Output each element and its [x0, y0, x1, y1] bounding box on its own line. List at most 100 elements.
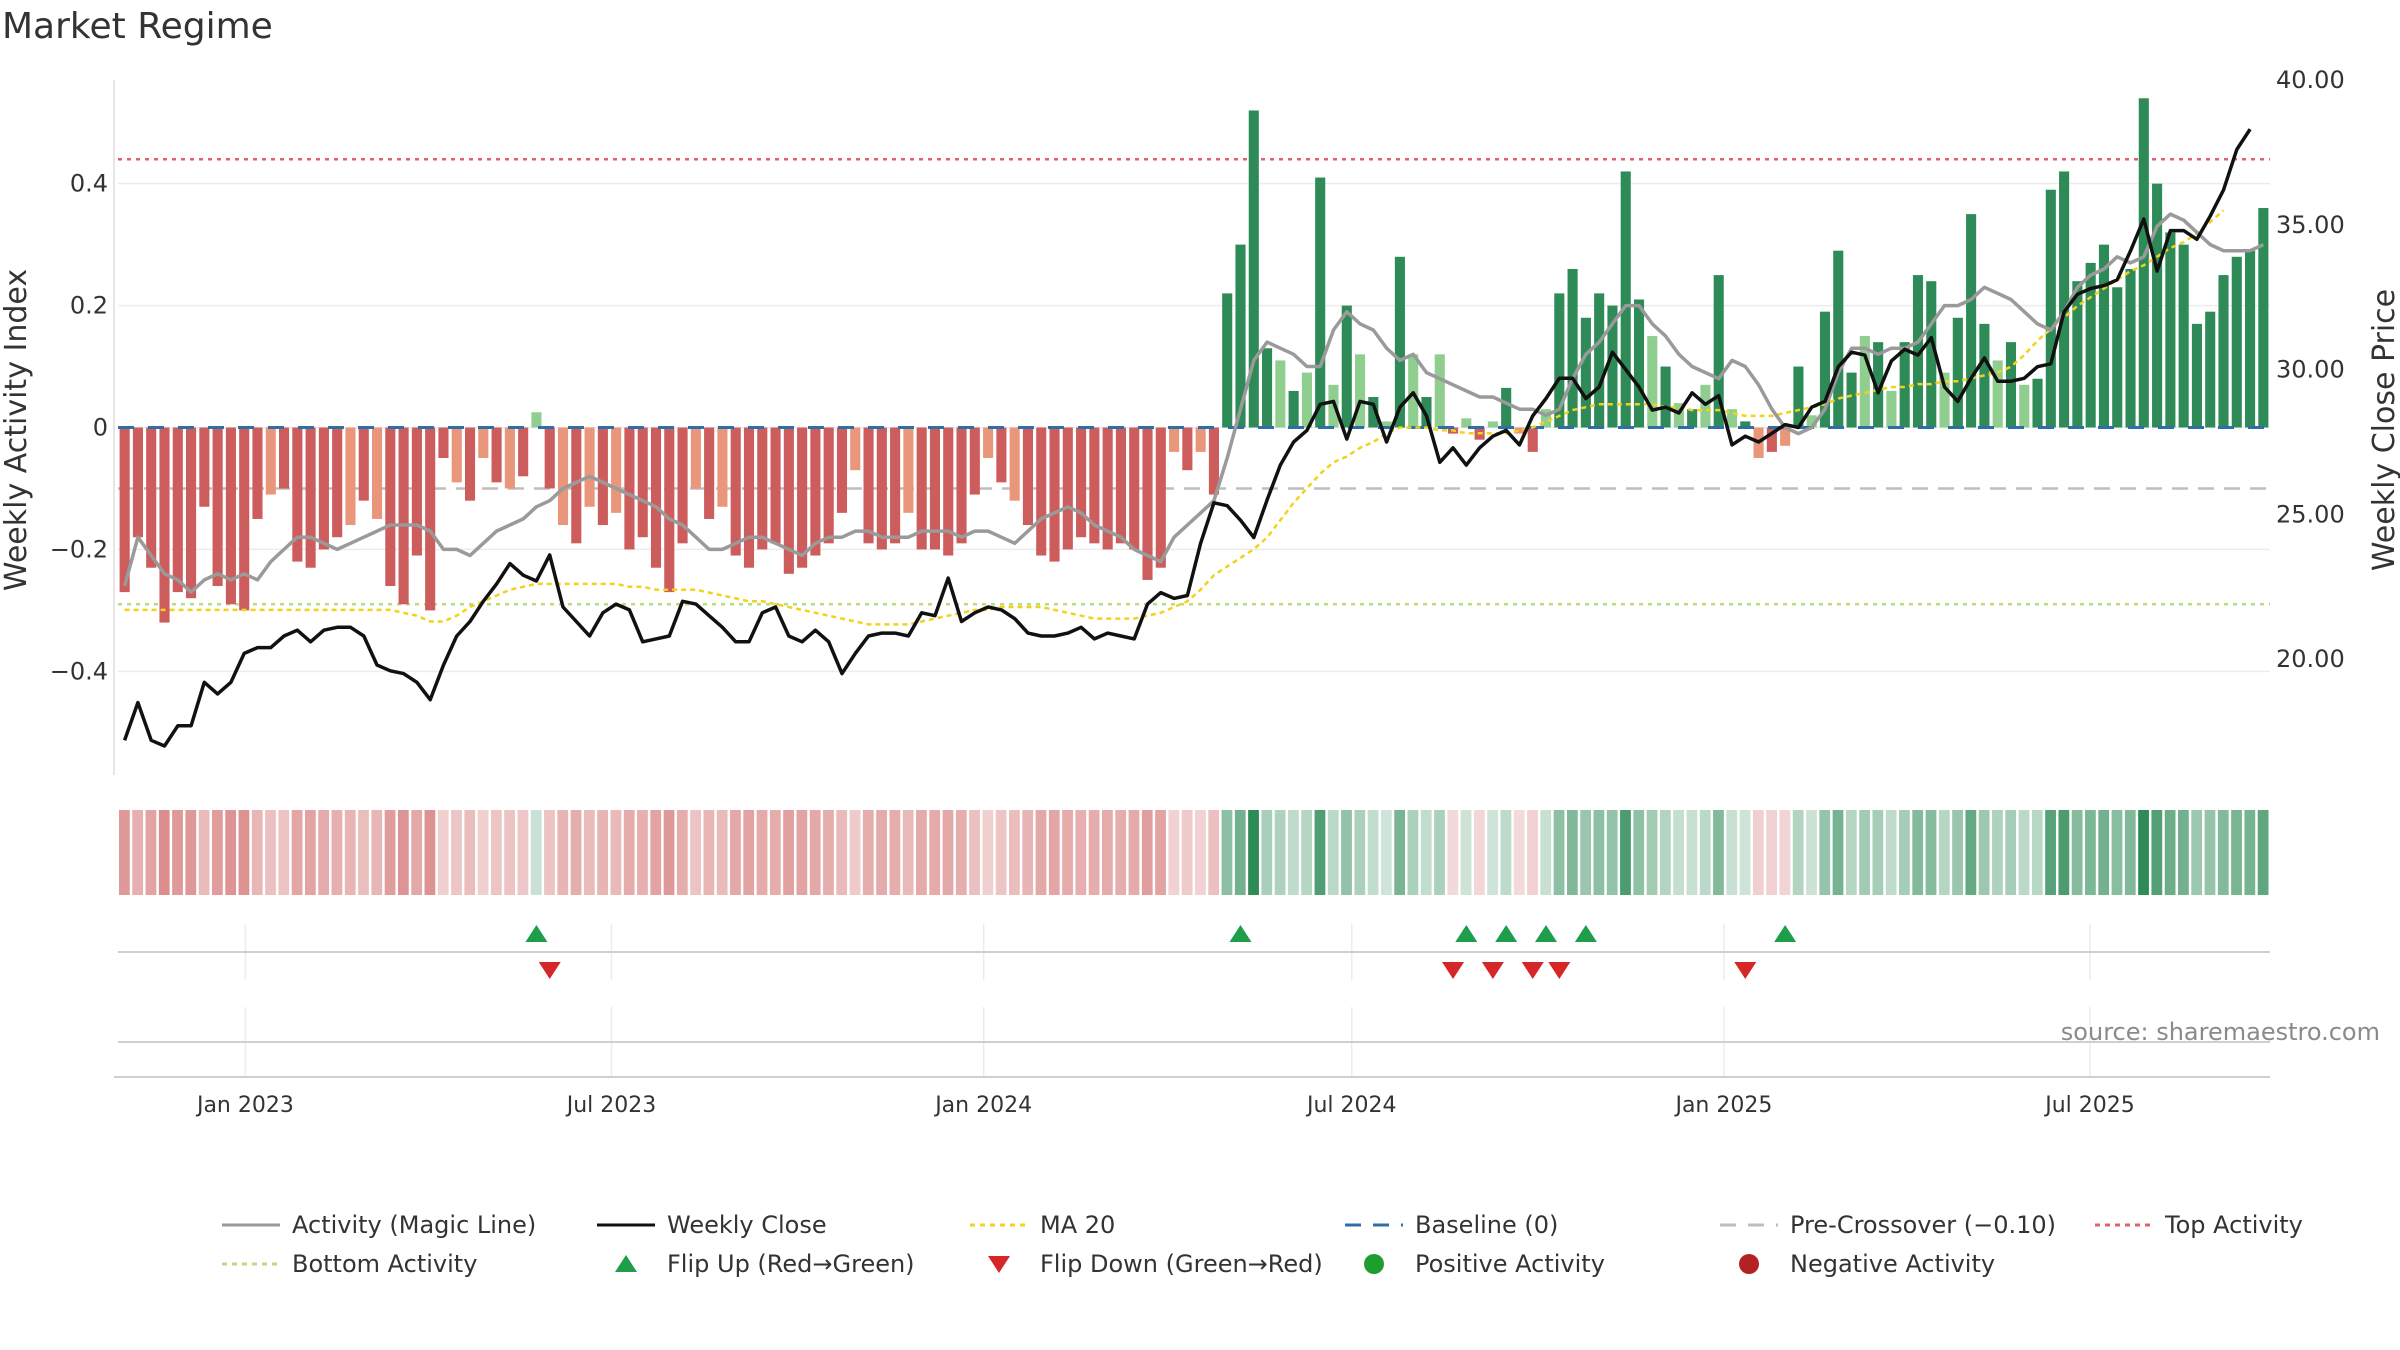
regime-strip-cell — [623, 810, 635, 895]
regime-strip-cell — [1580, 810, 1592, 895]
regime-strip-cell — [730, 810, 741, 895]
regime-strip-cell — [836, 810, 848, 895]
regime-strip-cell — [862, 810, 874, 895]
activity-bar — [624, 427, 635, 550]
regime-strip-cell — [291, 810, 303, 895]
activity-bar — [1076, 427, 1087, 538]
activity-bar — [1501, 387, 1512, 428]
flip-down-marker — [1734, 962, 1757, 979]
right-tick-label: 35.00 — [2276, 211, 2345, 239]
regime-strip-cell — [1540, 810, 1552, 895]
date-tick-label: Jan 2023 — [195, 1093, 294, 1118]
regime-strip-cell — [1952, 810, 1963, 895]
activity-bar — [2098, 244, 2109, 428]
activity-bar — [1713, 275, 1724, 428]
regime-strip-cell — [796, 810, 808, 895]
regime-strip-cell — [1354, 810, 1366, 895]
regime-strip-cell — [916, 810, 927, 895]
activity-bar — [358, 427, 369, 501]
regime-strip-cell — [1274, 810, 1286, 895]
activity-bar — [557, 427, 569, 526]
flip-up-marker — [525, 925, 548, 942]
regime-strip-cell — [1115, 810, 1127, 895]
regime-strip-cell — [1248, 810, 1259, 895]
activity-bar — [2032, 378, 2043, 428]
activity-bar — [1461, 418, 1472, 428]
source-label: source: sharemaestro.com — [2061, 1018, 2380, 1046]
activity-bar — [730, 427, 741, 556]
regime-strip-cell — [1912, 810, 1924, 895]
regime-strip-cell — [1394, 810, 1406, 895]
series-lines — [118, 128, 2270, 748]
regime-strip-cell — [876, 810, 887, 895]
activity-bar — [159, 427, 170, 623]
activity-bar — [2112, 287, 2123, 428]
legend-label: MA 20 — [1040, 1211, 1115, 1239]
regime-strip-cell — [1593, 810, 1605, 895]
flip-up-marker — [1455, 925, 1478, 942]
regime-strip-cell — [358, 810, 369, 895]
regime-strip-cell — [1659, 810, 1671, 895]
regime-strip-cell — [610, 810, 622, 895]
activity-bar — [2005, 342, 2017, 428]
legend-item: Flip Down (Green→Red) — [988, 1250, 1323, 1278]
regime-strip-cell — [2005, 810, 2017, 895]
activity-bar — [823, 427, 834, 544]
regime-strip-cell — [1327, 810, 1339, 895]
activity-bar — [571, 427, 582, 544]
regime-strip-cell — [2124, 810, 2136, 895]
activity-bar — [1142, 427, 1153, 580]
legend-swatch — [988, 1256, 1010, 1273]
regime-strip-cell — [225, 810, 237, 895]
activity-bar — [704, 427, 715, 519]
activity-bar — [1368, 397, 1379, 428]
activity-bar — [1315, 177, 1326, 428]
left-tick-label: −0.2 — [50, 535, 108, 563]
activity-bar — [2205, 311, 2216, 428]
regime-strip-cell — [955, 810, 967, 895]
activity-bar — [1926, 281, 1937, 428]
regime-strip-cell — [1314, 810, 1326, 895]
regime-strip-cell — [1978, 810, 1990, 895]
date-tick-label: Jan 2025 — [1673, 1093, 1772, 1118]
activity-bar — [717, 427, 728, 507]
legend-label: Top Activity — [2164, 1211, 2303, 1239]
activity-bar — [1806, 415, 1817, 428]
regime-strip-cell — [1009, 810, 1020, 895]
date-tick-label: Jul 2025 — [2043, 1093, 2135, 1118]
activity-bar — [1899, 342, 1910, 428]
regime-strip-cell — [411, 810, 423, 895]
regime-strip-cell — [2217, 810, 2229, 895]
regime-strip-cell — [1341, 810, 1352, 895]
regime-strip-cell — [1221, 810, 1233, 895]
activity-bar — [1873, 342, 1884, 428]
regime-strip-cell — [1752, 810, 1764, 895]
regime-strip-cell — [2071, 810, 2083, 895]
activity-bar — [597, 427, 608, 526]
regime-strip-cell — [1380, 810, 1392, 895]
regime-strip-cell — [570, 810, 582, 895]
right-axis-title: Weekly Close Price — [2367, 289, 2400, 571]
activity-bar — [1102, 427, 1113, 550]
activity-bar — [544, 427, 555, 489]
legend-swatch — [615, 1255, 637, 1272]
magic-line — [122, 212, 2265, 594]
flip-down-marker — [1481, 962, 1504, 979]
activity-bar — [836, 427, 848, 513]
regime-strip-cell — [1527, 810, 1538, 895]
regime-strip-cell — [1287, 810, 1299, 895]
regime-strip-cell — [544, 810, 555, 895]
flip-down-marker — [1442, 962, 1465, 979]
activity-bar — [929, 427, 941, 550]
regime-strip-cell — [1048, 810, 1060, 895]
regime-strip-cell — [172, 810, 183, 895]
activity-bar — [239, 427, 250, 611]
regime-strip-cell — [265, 810, 276, 895]
legend-label: Flip Down (Green→Red) — [1040, 1250, 1323, 1278]
activity-bar — [969, 427, 980, 495]
legend-item: MA 20 — [970, 1211, 1115, 1239]
activity-bar — [1766, 427, 1777, 452]
regime-strip-cell — [969, 810, 980, 895]
regime-strip-cell — [304, 810, 316, 895]
activity-bar — [2231, 256, 2242, 428]
